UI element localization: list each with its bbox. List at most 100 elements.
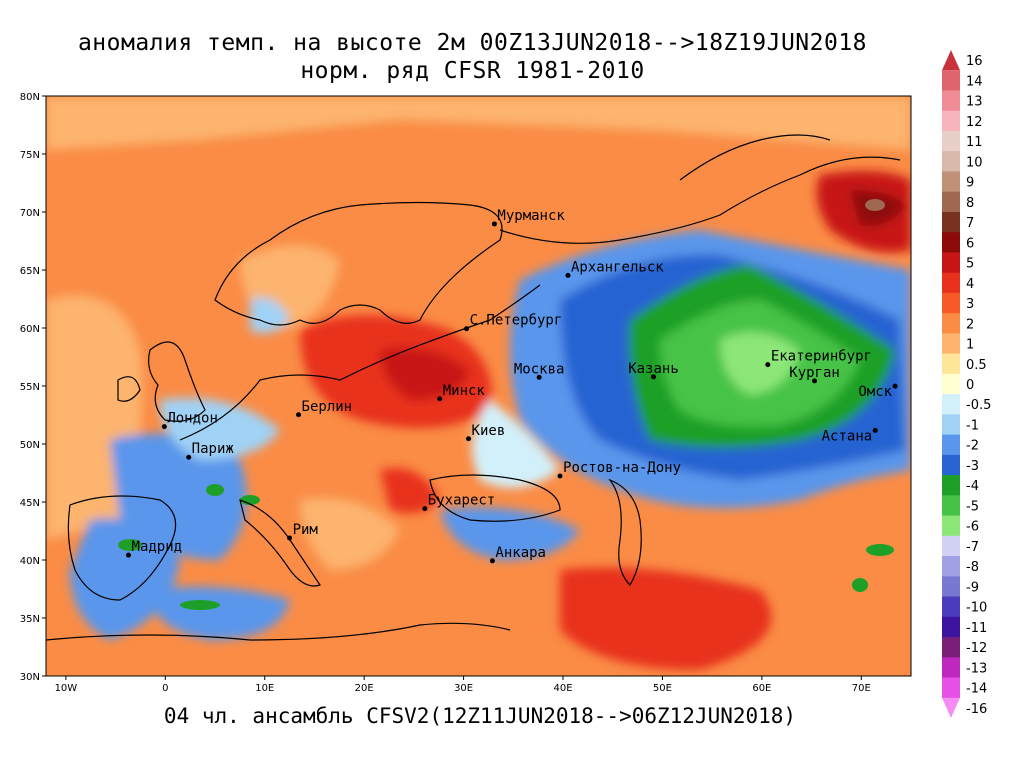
colorbar-swatch (942, 535, 960, 557)
lat-label: 45N (20, 498, 40, 509)
city-marker (464, 326, 470, 332)
city-label: Минск (443, 383, 486, 399)
lon-label: 10E (255, 683, 274, 694)
colorbar-label: 11 (966, 135, 983, 150)
colorbar-label: -5 (966, 499, 979, 514)
city-marker (161, 424, 167, 430)
city-label: Ростов-на-Дону (563, 460, 681, 476)
city-label: Мурманск (497, 208, 565, 224)
colorbar-label: 0 (966, 378, 974, 393)
colorbar-label: -11 (966, 621, 987, 636)
colorbar-label: 12 (966, 115, 983, 130)
colorbar-swatch (942, 475, 960, 496)
lat-label: 50N (20, 440, 40, 451)
colorbar-swatch (942, 637, 960, 658)
city-label: Лондон (167, 411, 218, 427)
city-label: Мадрид (132, 539, 183, 555)
colorbar-label: 5 (966, 257, 974, 272)
colorbar-swatch (942, 70, 960, 91)
colorbar-label: 2 (966, 317, 974, 332)
city-marker (186, 454, 192, 460)
anomaly-spot (118, 539, 142, 551)
colorbar-label: 3 (966, 297, 974, 312)
colorbar-label: -9 (966, 580, 979, 595)
map-title: аномалия темп. на высоте 2м 00Z13JUN2018… (77, 30, 868, 56)
colorbar-swatch (942, 373, 960, 395)
colorbar-label: 0.5 (966, 358, 987, 373)
map-subtitle: норм. ряд CFSR 1981-2010 (300, 58, 645, 84)
colorbar-swatch (942, 353, 960, 375)
lat-label: 30N (20, 672, 40, 683)
latitude-axis: 80N 75N 70N 65N 60N 55N 50N 45N 40N 35N 30N (20, 92, 46, 683)
colorbar-swatch (942, 232, 960, 253)
colorbar-label: -10 (966, 601, 987, 616)
colorbar-swatch (942, 90, 960, 112)
city-label: Париж (192, 441, 235, 457)
lon-label: 0 (162, 683, 168, 694)
colorbar-swatch (942, 252, 960, 274)
anomaly-spot (866, 544, 894, 556)
colorbar-swatch (942, 50, 960, 71)
colorbar-swatch (942, 454, 960, 476)
colorbar: 16 14 13 12 11 10 9 8 7 6 5 4 3 2 1 0.5 0 -0.5 -1 -2 -3 -4 -5 -… (942, 50, 991, 718)
colorbar-swatch (942, 616, 960, 638)
city-label: Берлин (302, 399, 353, 415)
city-label: Москва (514, 361, 565, 377)
colorbar-label: -1 (966, 418, 979, 433)
anomaly-field (46, 96, 911, 676)
city-marker (557, 473, 563, 479)
colorbar-swatch (942, 677, 960, 699)
city-label: Омск (858, 384, 892, 400)
colorbar-label: -16 (966, 702, 987, 717)
lon-label: 20E (355, 683, 374, 694)
anomaly-spot (180, 600, 220, 610)
colorbar-label: 1 (966, 338, 974, 353)
city-marker (466, 436, 472, 442)
colorbar-swatch (942, 171, 960, 193)
colorbar-label: -6 (966, 520, 979, 535)
city-marker (437, 396, 443, 402)
coastlines (46, 134, 901, 641)
colorbar-label: -14 (966, 682, 987, 697)
colorbar-label: 13 (966, 95, 983, 110)
city-label: Курган (789, 365, 840, 381)
colorbar-label: 10 (966, 155, 983, 170)
colorbar-label: -0.5 (966, 398, 991, 413)
colorbar-swatch (942, 697, 960, 718)
colorbar-swatch (942, 657, 960, 679)
colorbar-swatch (942, 130, 960, 152)
city-marker (126, 552, 132, 558)
colorbar-swatch (942, 596, 960, 618)
lon-label: 30E (454, 683, 473, 694)
lat-label: 40N (20, 556, 40, 567)
colorbar-label: -2 (966, 439, 979, 454)
city-marker (892, 383, 898, 389)
colorbar-swatch (942, 434, 960, 456)
colorbar-swatch (942, 110, 960, 132)
colorbar-label: -13 (966, 661, 987, 676)
lat-label: 55N (20, 382, 40, 393)
colorbar-label: 4 (966, 277, 974, 292)
lat-label: 65N (20, 266, 40, 277)
city-label: Бухарест (428, 493, 495, 509)
colorbar-label: 7 (966, 216, 974, 231)
longitude-axis: 10W 0 10E 20E 30E 40E 50E 60E 70E (55, 676, 871, 694)
city-label: Екатеринбург (771, 349, 872, 365)
city-marker (491, 221, 497, 227)
lon-label: 10W (55, 683, 78, 694)
lon-label: 60E (752, 683, 771, 694)
anomaly-spot (852, 578, 868, 592)
colorbar-label: 14 (966, 74, 983, 89)
city-marker (565, 272, 571, 278)
colorbar-label: -7 (966, 540, 979, 555)
colorbar-swatch (942, 556, 960, 577)
anomaly-spot (865, 199, 885, 211)
city-marker (422, 506, 428, 512)
colorbar-swatch (942, 211, 960, 233)
colorbar-swatch (942, 313, 960, 334)
colorbar-label: -8 (966, 560, 979, 575)
colorbar-swatch (942, 495, 960, 517)
colorbar-label: 16 (966, 54, 983, 69)
ensemble-caption: 04 чл. ансамбль CFSV2(12Z11JUN2018-->06Z… (163, 704, 797, 728)
